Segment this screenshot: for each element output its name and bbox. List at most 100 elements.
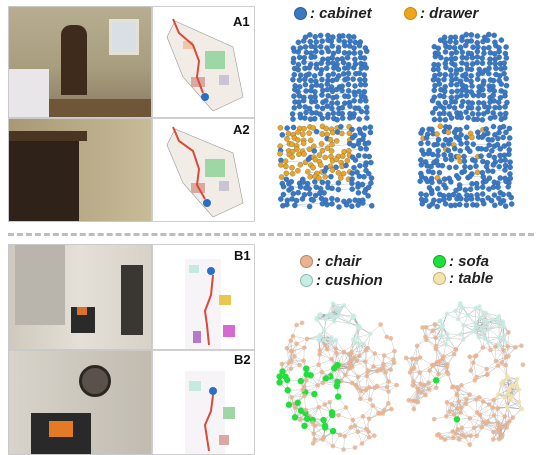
cloud-point	[441, 93, 447, 100]
cloud-point	[478, 146, 485, 152]
mesh-point	[342, 433, 347, 439]
cloud-point	[324, 86, 331, 93]
mesh-point	[330, 365, 338, 372]
cloud-point	[329, 185, 335, 192]
mesh-point	[363, 387, 369, 393]
mesh-point	[467, 354, 473, 360]
cloud-point	[295, 39, 302, 46]
mesh-point	[332, 314, 338, 320]
mesh-point	[363, 359, 368, 364]
mesh-point	[382, 408, 387, 413]
cloud-point	[448, 179, 454, 185]
cloud-point	[313, 128, 320, 135]
cloud-point	[463, 92, 470, 99]
mesh-point	[496, 335, 502, 340]
mesh-point	[284, 345, 290, 351]
mesh-point	[323, 342, 328, 348]
mesh-point	[502, 414, 508, 419]
cloud-point	[491, 32, 497, 39]
legend-label-cushion: : cushion	[316, 272, 383, 289]
cloud-point	[333, 94, 340, 100]
cloud-point	[300, 97, 307, 104]
cloud-point	[470, 92, 477, 99]
cloud-point	[418, 162, 425, 168]
cloud-point	[490, 168, 496, 175]
mesh-point	[454, 406, 460, 411]
cloud-point	[335, 48, 342, 55]
cloud-point	[459, 87, 465, 93]
mesh-point	[474, 324, 479, 330]
mesh-point	[458, 331, 464, 337]
mesh-point	[516, 399, 522, 405]
cloud-point	[347, 38, 353, 44]
cloud-point	[447, 67, 454, 73]
cloud-point	[498, 37, 505, 43]
cloud-point	[278, 196, 284, 202]
cloud-point	[469, 134, 475, 141]
mesh-point	[388, 336, 394, 341]
legend-item-table: : table	[433, 270, 493, 287]
cloud-point	[340, 33, 346, 39]
cloud-point	[306, 105, 313, 112]
mesh-point	[386, 379, 392, 384]
mesh-point	[384, 384, 390, 390]
cloud-point	[350, 114, 356, 120]
mesh-point	[366, 385, 372, 390]
cloud-point	[351, 164, 357, 171]
cloud-point	[423, 197, 429, 204]
cloud-point	[437, 123, 444, 130]
cloud-point	[490, 162, 497, 168]
cloud-point	[328, 148, 335, 154]
cloud-point	[435, 136, 442, 143]
mesh-point	[476, 334, 481, 340]
cloud-point	[333, 138, 340, 144]
mesh-point	[381, 361, 386, 367]
cloud-point	[481, 200, 487, 207]
cloud-point	[446, 164, 453, 171]
cloud-point	[467, 173, 473, 180]
cloud-point	[448, 115, 455, 121]
cloud-point	[474, 76, 481, 82]
cloud-point	[497, 175, 503, 181]
mesh-point	[485, 320, 491, 325]
mesh-point	[495, 420, 501, 425]
cloud-point	[450, 191, 457, 198]
cloud-point	[352, 39, 359, 46]
mesh-point	[291, 414, 299, 421]
cloud-point	[333, 76, 340, 82]
cloud-point	[453, 164, 459, 170]
mesh-point	[459, 432, 465, 438]
mesh-point	[486, 402, 492, 407]
cloud-point	[295, 129, 301, 135]
cloud-point	[486, 31, 492, 38]
cloud-point	[452, 202, 458, 208]
mesh-point	[346, 320, 351, 325]
cloud-point	[352, 83, 358, 89]
cloud-point	[442, 88, 448, 95]
mesh-point	[467, 392, 472, 397]
cloud-point	[343, 162, 349, 169]
floorplan-a1	[166, 18, 244, 112]
mesh-point	[297, 417, 303, 423]
cloud-point	[439, 162, 446, 169]
cloud-point	[429, 201, 436, 207]
section-divider	[8, 233, 534, 236]
cloud-point	[500, 123, 507, 130]
cloud-point	[475, 105, 482, 112]
cloud-point	[346, 33, 352, 40]
mesh-point	[474, 397, 479, 402]
cloud-point	[329, 43, 335, 49]
cloud-point	[284, 125, 290, 131]
cloud-point	[503, 75, 509, 82]
cloud-point	[453, 82, 460, 88]
mesh-point	[355, 335, 360, 340]
mesh-point	[310, 420, 315, 426]
cloud-point	[324, 145, 331, 151]
cloud-point	[301, 151, 307, 157]
cloud-point	[311, 54, 318, 60]
cloud-point	[475, 92, 482, 99]
mesh-point	[351, 355, 357, 361]
cloud-point	[335, 186, 342, 193]
cloud-point	[297, 184, 304, 190]
mesh-point	[301, 358, 306, 364]
